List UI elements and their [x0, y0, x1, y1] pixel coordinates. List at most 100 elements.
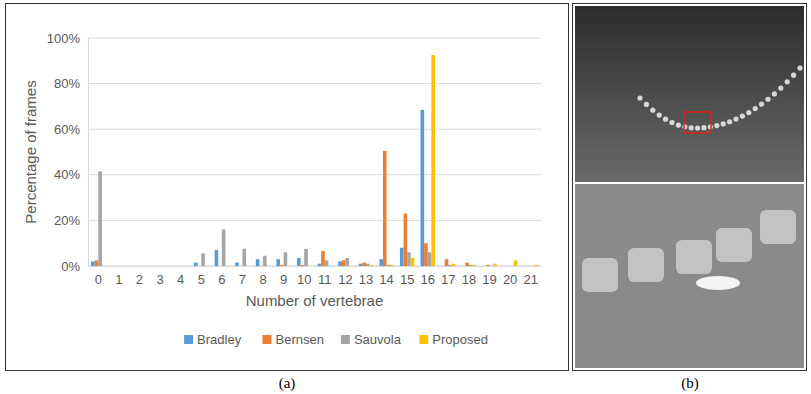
bar [493, 264, 497, 266]
y-tick: 0% [61, 259, 88, 274]
figure: (a)(b)0%20%40%60%80%100%0123456789101112… [0, 0, 811, 394]
bar [164, 266, 168, 267]
grid-line [88, 129, 541, 130]
artifact [696, 276, 740, 290]
bar [404, 214, 408, 266]
grid-line [88, 174, 541, 175]
x-tick: 13 [359, 266, 373, 287]
panel-label: (b) [681, 375, 699, 392]
bar [379, 259, 383, 266]
x-tick: 8 [259, 266, 266, 287]
vertebra-blob [746, 110, 751, 115]
series-bars [370, 55, 538, 266]
y-tick: 60% [54, 122, 88, 137]
x-tick-label: 8 [259, 272, 266, 287]
bar [349, 266, 353, 267]
bar [469, 265, 473, 266]
legend-label: Proposed [432, 332, 488, 347]
vertebra-blob [759, 102, 764, 107]
bar [400, 248, 404, 266]
bar [201, 253, 205, 266]
bar [473, 265, 477, 266]
panel-label: (a) [279, 375, 296, 392]
x-tick-label: 19 [482, 272, 496, 287]
bar [132, 266, 136, 267]
x-tick-label: 18 [462, 272, 476, 287]
bar [153, 266, 157, 267]
bar [287, 266, 291, 267]
x-tick: 11 [318, 266, 332, 287]
x-tick-label: 9 [280, 272, 287, 287]
bar [119, 266, 123, 267]
x-tick: 16 [421, 266, 435, 287]
bar [218, 266, 222, 267]
y-axis-title: Percentage of frames [22, 80, 39, 223]
bar [198, 266, 202, 267]
bar [359, 264, 363, 266]
vertebra-blob [772, 91, 777, 96]
bar [445, 259, 449, 266]
x-tick-label: 0 [95, 272, 102, 287]
y-tick: 40% [54, 167, 88, 182]
x-tick: 7 [239, 266, 246, 287]
x-axis-title: Number of vertebrae [246, 292, 384, 309]
x-tick-label: 5 [198, 272, 205, 287]
bar [407, 252, 411, 266]
y-tick: 20% [54, 213, 88, 228]
legend-swatch [341, 335, 350, 344]
x-tick: 12 [338, 266, 352, 287]
vertebra-blob [650, 108, 655, 113]
vertebra-zoom [628, 248, 664, 282]
panel-b-frame [573, 4, 807, 371]
x-tick: 4 [177, 266, 184, 287]
bar [304, 249, 308, 266]
bar [91, 261, 95, 266]
bar [173, 266, 177, 267]
photo-top [575, 6, 804, 182]
bar [225, 266, 229, 267]
bar [156, 266, 160, 267]
bar [411, 258, 415, 266]
legend-label: Bernsen [276, 332, 324, 347]
bar [387, 265, 391, 266]
bar [421, 110, 425, 266]
bar [308, 266, 312, 267]
vertebra-blob [785, 79, 790, 84]
grid-line [88, 266, 541, 267]
series-bars [91, 110, 424, 266]
series-bars [95, 151, 490, 266]
bar [342, 260, 346, 266]
bar [370, 265, 374, 266]
x-tick: 18 [462, 266, 476, 287]
x-tick: 0 [95, 266, 102, 287]
bar [194, 263, 198, 266]
bar [328, 266, 332, 267]
bar [235, 263, 239, 266]
bar [136, 266, 140, 267]
x-tick: 5 [198, 266, 205, 287]
x-tick: 3 [156, 266, 163, 287]
legend: BradleyBernsenSauvolaProposed [184, 332, 488, 347]
x-tick: 2 [136, 266, 143, 287]
grid-line [88, 38, 541, 39]
bar [102, 266, 106, 267]
x-tick-label: 14 [379, 272, 393, 287]
bar [259, 266, 263, 267]
bar [98, 171, 102, 266]
bar [284, 252, 288, 266]
x-tick-label: 15 [400, 272, 414, 287]
bar [263, 256, 267, 266]
bar [115, 266, 119, 267]
bar [215, 250, 219, 266]
y-tick-label: 20% [54, 213, 80, 228]
bar [205, 266, 209, 267]
x-tick: 15 [400, 266, 414, 287]
bar [490, 266, 494, 267]
vertebra-zoom [760, 210, 796, 244]
zoom-box [684, 112, 711, 133]
bar [280, 265, 284, 266]
x-tick-label: 13 [359, 272, 373, 287]
y-tick-label: 0% [61, 259, 80, 274]
vertebra-blob [689, 125, 694, 130]
bar [301, 265, 305, 266]
